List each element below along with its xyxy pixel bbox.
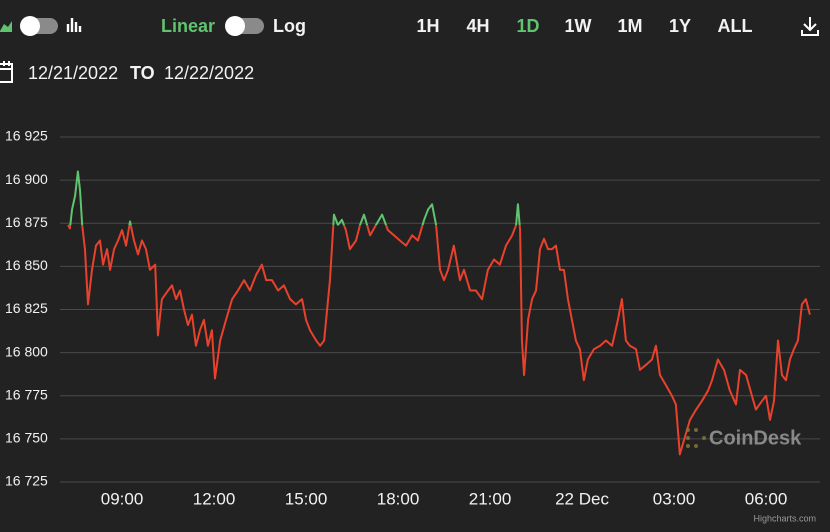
x-tick-label: 12:00 — [193, 489, 236, 508]
toggle-knob — [20, 16, 40, 36]
y-tick-label: 16 750 — [5, 430, 48, 446]
range-buttons: 1H 4H 1D 1W 1M 1Y ALL — [416, 16, 752, 36]
bar-icon — [66, 18, 82, 32]
date-to-clip: 12/22/2022 — [164, 63, 254, 83]
y-tick-label: 16 775 — [5, 386, 48, 402]
price-line — [67, 170, 811, 456]
y-tick-label: 16 900 — [5, 171, 48, 187]
scale-toggle[interactable] — [225, 16, 264, 36]
chart-type-toggle[interactable] — [0, 16, 82, 36]
watermark: CoinDesk — [686, 427, 802, 449]
range-button[interactable]: 1W — [565, 16, 592, 36]
y-tick-label: 16 925 — [5, 128, 48, 144]
x-tick-label: 22 Dec — [555, 489, 609, 508]
range-button[interactable]: 1M — [617, 16, 642, 36]
range-button[interactable]: 1H — [416, 16, 439, 36]
x-tick-label: 21:00 — [469, 489, 512, 508]
date-from[interactable]: 12/21/2022 — [28, 63, 118, 83]
plot: 16 725 16 750 16 775 16 800 16 825 16 850 16 8… — [5, 128, 820, 508]
y-tick-label: 16 850 — [5, 257, 48, 273]
y-tick-label: 16 875 — [5, 214, 48, 230]
watermark-text: CoinDesk — [709, 427, 802, 449]
watermark-logo — [686, 428, 706, 448]
scale-log[interactable]: Log — [273, 16, 306, 36]
x-tick-label: 03:00 — [653, 489, 696, 508]
date-to-label: TO — [130, 63, 155, 83]
y-tick-label: 16 825 — [5, 300, 48, 316]
download-icon — [801, 17, 819, 36]
range-button[interactable]: 1D — [516, 16, 539, 36]
range-button[interactable]: ALL — [718, 16, 753, 36]
y-tick-label: 16 800 — [5, 343, 48, 359]
x-tick-label: 06:00 — [745, 489, 788, 508]
credit[interactable]: Highcharts.com — [753, 513, 816, 523]
calendar-icon[interactable] — [0, 61, 13, 83]
range-button[interactable]: 4H — [466, 16, 489, 36]
y-tick-label: 16 725 — [5, 473, 48, 489]
area-icon — [0, 21, 12, 32]
x-tick-label: 18:00 — [377, 489, 420, 508]
scale-linear[interactable]: Linear — [161, 16, 215, 36]
download-button[interactable] — [801, 17, 819, 36]
x-tick-label: 09:00 — [101, 489, 144, 508]
date-to[interactable]: 12/22/2022 — [164, 63, 254, 83]
toggle-knob — [225, 16, 245, 36]
x-tick-label: 15:00 — [285, 489, 328, 508]
range-button[interactable]: 1Y — [669, 16, 691, 36]
